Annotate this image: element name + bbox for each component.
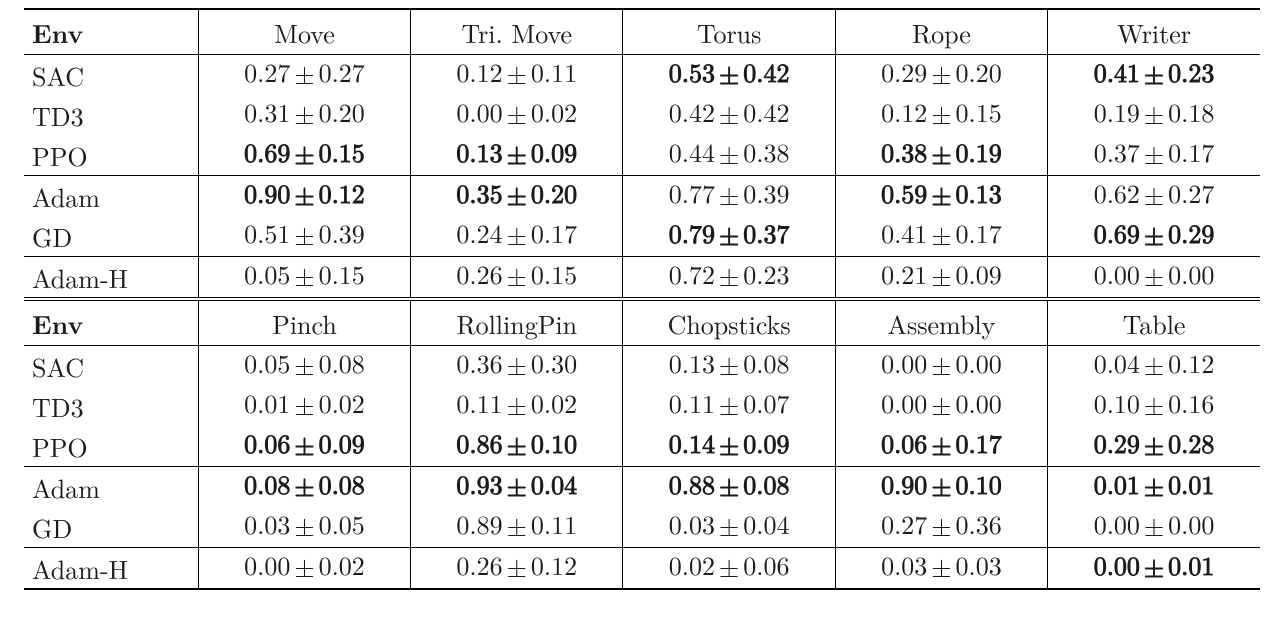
- result-cell: 0.36±0.30: [411, 346, 623, 387]
- result-cell: 0.69±0.29: [1048, 216, 1260, 257]
- column-header: Move: [198, 9, 410, 55]
- result-cell: 0.04±0.12: [1048, 346, 1260, 387]
- result-cell: 0.69±0.15: [198, 135, 410, 176]
- result-cell: 0.06±0.09: [198, 426, 410, 467]
- result-cell: 0.08±0.08: [198, 467, 410, 508]
- result-cell: 0.37±0.17: [1048, 135, 1260, 176]
- result-cell: 0.11±0.02: [411, 386, 623, 426]
- result-cell: 0.05±0.08: [198, 346, 410, 387]
- result-cell: 0.27±0.27: [198, 55, 410, 96]
- result-cell: 0.12±0.15: [835, 95, 1047, 135]
- result-cell: 0.79±0.37: [623, 216, 835, 257]
- result-cell: 0.29±0.20: [835, 55, 1047, 96]
- result-cell: 0.27±0.36: [835, 507, 1047, 548]
- column-header: Chopsticks: [623, 299, 835, 346]
- result-cell: 0.90±0.12: [198, 176, 410, 217]
- result-cell: 0.01±0.01: [1048, 467, 1260, 508]
- result-cell: 0.86±0.10: [411, 426, 623, 467]
- method-name: GD: [24, 216, 198, 257]
- result-cell: 0.93±0.04: [411, 467, 623, 508]
- result-cell: 0.88±0.08: [623, 467, 835, 508]
- result-cell: 0.13±0.08: [623, 346, 835, 387]
- result-cell: 0.10±0.16: [1048, 386, 1260, 426]
- result-cell: 0.38±0.19: [835, 135, 1047, 176]
- result-cell: 0.59±0.13: [835, 176, 1047, 217]
- env-header: Env: [24, 299, 198, 346]
- result-cell: 0.42±0.42: [623, 95, 835, 135]
- result-cell: 0.00±0.02: [198, 548, 410, 590]
- method-name: Adam-H: [24, 548, 198, 590]
- result-cell: 0.13±0.09: [411, 135, 623, 176]
- result-cell: 0.03±0.05: [198, 507, 410, 548]
- result-cell: 0.00±0.00: [835, 346, 1047, 387]
- result-cell: 0.06±0.17: [835, 426, 1047, 467]
- method-name: SAC: [24, 55, 198, 96]
- result-cell: 0.03±0.04: [623, 507, 835, 548]
- result-cell: 0.00±0.00: [1048, 507, 1260, 548]
- column-header: Torus: [623, 9, 835, 55]
- method-name: TD3: [24, 95, 198, 135]
- result-cell: 0.00±0.00: [835, 386, 1047, 426]
- method-name: PPO: [24, 426, 198, 467]
- column-header: Writer: [1048, 9, 1260, 55]
- result-cell: 0.89±0.11: [411, 507, 623, 548]
- column-header: RollingPin: [411, 299, 623, 346]
- result-cell: 0.00±0.00: [1048, 257, 1260, 300]
- result-cell: 0.26±0.12: [411, 548, 623, 590]
- column-header: Table: [1048, 299, 1260, 346]
- result-cell: 0.41±0.17: [835, 216, 1047, 257]
- result-cell: 0.77±0.39: [623, 176, 835, 217]
- result-cell: 0.53±0.42: [623, 55, 835, 96]
- result-cell: 0.14±0.09: [623, 426, 835, 467]
- result-cell: 0.62±0.27: [1048, 176, 1260, 217]
- result-cell: 0.19±0.18: [1048, 95, 1260, 135]
- result-cell: 0.00±0.01: [1048, 548, 1260, 590]
- method-name: SAC: [24, 346, 198, 387]
- result-cell: 0.31±0.20: [198, 95, 410, 135]
- result-cell: 0.44±0.38: [623, 135, 835, 176]
- result-cell: 0.26±0.15: [411, 257, 623, 300]
- column-header: Assembly: [835, 299, 1047, 346]
- result-cell: 0.11±0.07: [623, 386, 835, 426]
- result-cell: 0.41±0.23: [1048, 55, 1260, 96]
- result-cell: 0.29±0.28: [1048, 426, 1260, 467]
- result-cell: 0.72±0.23: [623, 257, 835, 300]
- result-cell: 0.02±0.06: [623, 548, 835, 590]
- method-name: Adam-H: [24, 257, 198, 300]
- method-name: PPO: [24, 135, 198, 176]
- method-name: GD: [24, 507, 198, 548]
- result-cell: 0.03±0.03: [835, 548, 1047, 590]
- env-header: Env: [24, 9, 198, 55]
- results-table: EnvMoveTri. MoveTorusRopeWriterSAC0.27±0…: [24, 8, 1260, 590]
- result-cell: 0.00±0.02: [411, 95, 623, 135]
- result-cell: 0.12±0.11: [411, 55, 623, 96]
- column-header: Tri. Move: [411, 9, 623, 55]
- result-cell: 0.90±0.10: [835, 467, 1047, 508]
- method-name: Adam: [24, 176, 198, 217]
- result-cell: 0.24±0.17: [411, 216, 623, 257]
- result-cell: 0.21±0.09: [835, 257, 1047, 300]
- result-cell: 0.05±0.15: [198, 257, 410, 300]
- column-header: Pinch: [198, 299, 410, 346]
- column-header: Rope: [835, 9, 1047, 55]
- result-cell: 0.35±0.20: [411, 176, 623, 217]
- result-cell: 0.51±0.39: [198, 216, 410, 257]
- method-name: TD3: [24, 386, 198, 426]
- method-name: Adam: [24, 467, 198, 508]
- result-cell: 0.01±0.02: [198, 386, 410, 426]
